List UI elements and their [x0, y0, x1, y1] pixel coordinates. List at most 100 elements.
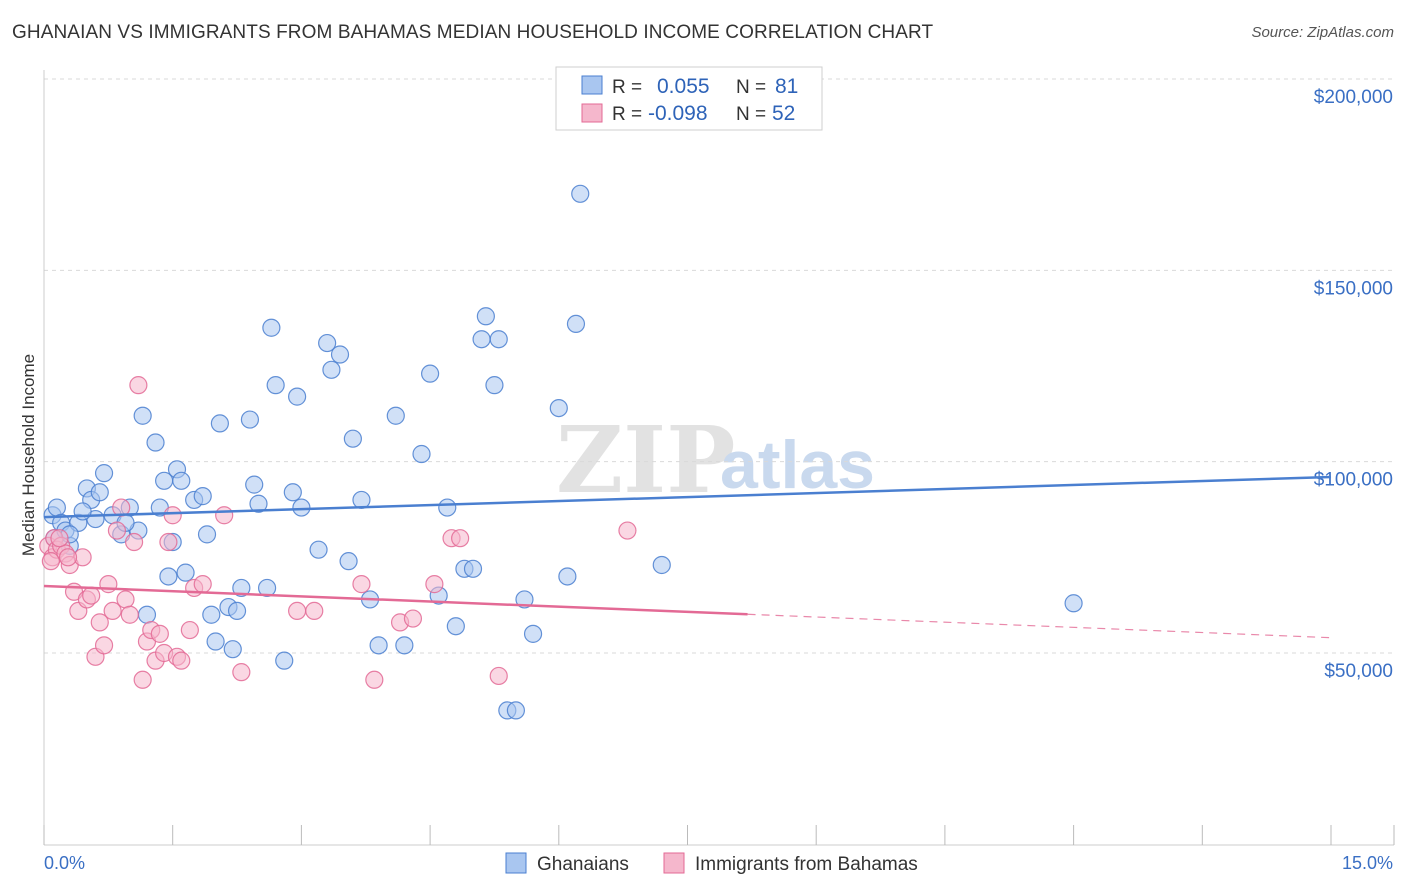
y-tick-label-1: $100,000 [1314, 470, 1393, 491]
bahamas-point-11 [82, 586, 101, 605]
series-legend-label-ghanaians: Ghanaians [537, 854, 629, 875]
ghanaians-point-63 [476, 307, 495, 326]
tick-labels: $50,000 $100,000 $150,000 $200,000 0.0% 15.0% [44, 87, 1393, 873]
ghanaians-point-15 [133, 406, 152, 425]
bahamas-point-38 [288, 601, 307, 621]
bahamas-point-51 [58, 548, 78, 567]
legend-r-value-2: -0.098 [648, 102, 708, 125]
bahamas-point-19 [116, 590, 135, 609]
bahamas-point-48 [618, 521, 637, 540]
legend-n-label-1: N = [736, 77, 766, 98]
ghanaians-point-44 [309, 540, 328, 559]
bahamas-point-14 [94, 636, 114, 655]
series-legend-label-bahamas: Immigrants from Bahamas [695, 854, 918, 875]
watermark-atlas: atlas [720, 427, 875, 503]
ghanaians-point-49 [343, 429, 362, 448]
ghanaians-point-33 [232, 578, 251, 598]
ghanaians-point-23 [176, 563, 195, 582]
legend-r-label-1: R = [612, 77, 642, 98]
ghanaians-trend-line [43, 475, 1332, 519]
bahamas-point-22 [129, 376, 148, 395]
ghanaians-point-41 [283, 483, 302, 502]
ghanaians-point-40 [275, 651, 294, 670]
ghanaians-point-62 [472, 330, 491, 349]
ghanaians-point-54 [395, 636, 414, 655]
ghanaians-point-43 [292, 498, 311, 517]
y-axis-label: Median Household Income [19, 354, 38, 556]
ghanaians-point-29 [210, 414, 229, 433]
ghanaians-point-26 [197, 525, 217, 544]
ghanaians-point-58 [438, 498, 457, 517]
ghanaians-point-72 [566, 314, 586, 334]
axes [43, 70, 1395, 846]
bahamas-point-21 [124, 532, 144, 552]
x-tick-label-1: 15.0% [1342, 853, 1393, 873]
bahamas-point-18 [112, 498, 131, 517]
ghanaians-point-42 [288, 387, 307, 406]
ghanaians-point-75 [1064, 594, 1083, 613]
ghanaians-point-45 [318, 333, 337, 353]
legend-r-label-2: R = [612, 104, 642, 125]
legend-swatch-blue [581, 75, 603, 95]
ghanaians-point-22 [172, 471, 191, 490]
ghanaians-point-46 [322, 360, 341, 379]
stats-legend: R = 0.055 N = 81 R = -0.098 N = 52 [555, 66, 823, 131]
ghanaians-point-16 [146, 433, 165, 452]
bahamas-point-43 [403, 609, 423, 628]
legend-swatch-pink [581, 103, 603, 123]
series-legend-swatch-ghanaians [505, 852, 527, 874]
bahamas-point-50 [50, 529, 69, 548]
ghanaians-point-68 [515, 590, 534, 609]
bahamas-point-44 [425, 575, 444, 594]
ghanaians-point-59 [446, 617, 465, 636]
ghanaians-point-65 [489, 330, 508, 349]
ghanaians-point-32 [227, 601, 247, 621]
ghanaians-point-78 [90, 483, 109, 502]
bahamas-point-30 [163, 506, 182, 525]
bahamas-point-49 [41, 552, 60, 571]
ghanaians-point-1 [47, 498, 66, 517]
ghanaians-point-48 [339, 552, 358, 571]
ghanaians-point-38 [262, 318, 281, 337]
bahamas-point-47 [489, 666, 508, 686]
ghanaians-point-73 [571, 184, 590, 203]
ghanaians-point-10 [94, 464, 114, 483]
legend-n-value-2: 52 [772, 102, 795, 125]
legend-n-value-1: 81 [775, 75, 798, 98]
bahamas-point-17 [107, 521, 127, 540]
bahamas-point-40 [352, 575, 371, 594]
ghanaians-point-17 [137, 605, 157, 624]
trend-lines [43, 475, 1332, 639]
bahamas-trend-line-extension [747, 613, 1332, 639]
bahamas-point-41 [365, 670, 384, 689]
legend-r-value-1: 0.055 [657, 75, 710, 98]
y-tick-label-3: $200,000 [1314, 87, 1393, 108]
bahamas-point-13 [90, 613, 109, 632]
ghanaians-point-64 [485, 376, 504, 395]
bahamas-point-23 [133, 670, 152, 689]
ghanaians-point-71 [558, 567, 577, 586]
x-tick-label-0: 0.0% [44, 853, 85, 873]
ghanaians-point-69 [523, 624, 543, 643]
bahamas-point-39 [305, 601, 324, 621]
bahamas-point-20 [120, 605, 139, 624]
bahamas-point-35 [193, 575, 212, 594]
bahamas-point-36 [215, 506, 234, 525]
ghanaians-point-25 [193, 487, 212, 506]
bahamas-point-46 [451, 529, 470, 548]
ghanaians-point-37 [257, 578, 277, 598]
ghanaians-point-47 [330, 345, 350, 364]
ghanaians-point-55 [412, 444, 431, 464]
bahamas-point-29 [159, 532, 178, 552]
ghanaians-point-28 [206, 632, 225, 651]
bahamas-point-16 [103, 601, 122, 621]
bahamas-point-33 [180, 620, 199, 640]
ghanaians-point-36 [249, 494, 268, 513]
ghanaians-point-56 [421, 364, 440, 383]
ghanaians-point-19 [159, 567, 178, 586]
ghanaians-point-27 [202, 605, 221, 624]
ghanaians-point-61 [463, 559, 483, 578]
series-legend: Ghanaians Immigrants from Bahamas [505, 852, 918, 875]
ghanaians-point-53 [386, 406, 405, 425]
ghanaians-point-34 [240, 410, 260, 429]
